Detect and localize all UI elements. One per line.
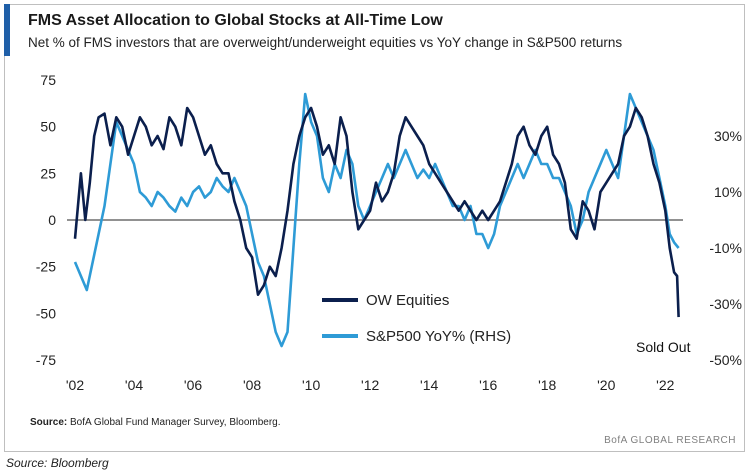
left-tick-label: 25	[40, 165, 56, 181]
left-tick-label: -75	[36, 352, 56, 368]
left-tick-label: -50	[36, 305, 56, 321]
series-layer	[73, 92, 680, 348]
right-tick-label: -10%	[709, 240, 742, 256]
source-text: BofA Global Fund Manager Survey, Bloombe…	[70, 417, 281, 428]
source-label: Source:	[30, 417, 68, 428]
left-axis: 75 50 25 0 -25 -50 -75	[36, 72, 56, 368]
right-axis: 30% 10% -10% -30% -50%	[709, 128, 742, 368]
left-tick-label: 50	[40, 119, 56, 135]
x-tick-label: '14	[420, 377, 438, 393]
right-tick-label: -30%	[709, 296, 742, 312]
chart-title: FMS Asset Allocation to Global Stocks at…	[28, 12, 443, 29]
chart-subtitle: Net % of FMS investors that are overweig…	[28, 35, 623, 50]
legend: OW Equities S&P500 YoY% (RHS)	[322, 292, 511, 345]
chart-frame	[4, 4, 745, 452]
source-note: Source: BofA Global Fund Manager Survey,…	[30, 417, 281, 428]
x-tick-label: '18	[538, 377, 556, 393]
legend-label: S&P500 YoY% (RHS)	[366, 328, 511, 345]
x-tick-label: '08	[243, 377, 261, 393]
left-tick-label: 75	[40, 72, 56, 88]
x-tick-label: '12	[361, 377, 379, 393]
right-tick-label: -50%	[709, 352, 742, 368]
x-tick-label: '20	[597, 377, 615, 393]
x-tick-label: '06	[184, 377, 202, 393]
left-tick-label: 0	[48, 212, 56, 228]
x-axis: '02 '04 '06 '08 '10 '12 '14 '16 '18 '20 '22	[66, 377, 675, 393]
right-tick-label: 10%	[714, 184, 742, 200]
image-caption: Source: Bloomberg	[6, 456, 109, 470]
x-tick-label: '10	[302, 377, 320, 393]
title-accent-bar	[4, 4, 10, 56]
legend-label: OW Equities	[366, 292, 449, 309]
x-tick-label: '22	[656, 377, 674, 393]
series-line-ow-equities	[73, 106, 680, 318]
sold-out-annotation: Sold Out	[636, 339, 691, 355]
left-tick-label: -25	[36, 259, 56, 275]
brand-label: BofA GLOBAL RESEARCH	[604, 435, 736, 446]
right-tick-label: 30%	[714, 128, 742, 144]
series-line-sp500-yoy	[73, 92, 680, 348]
x-tick-label: '02	[66, 377, 84, 393]
x-tick-label: '04	[125, 377, 143, 393]
x-tick-label: '16	[479, 377, 497, 393]
